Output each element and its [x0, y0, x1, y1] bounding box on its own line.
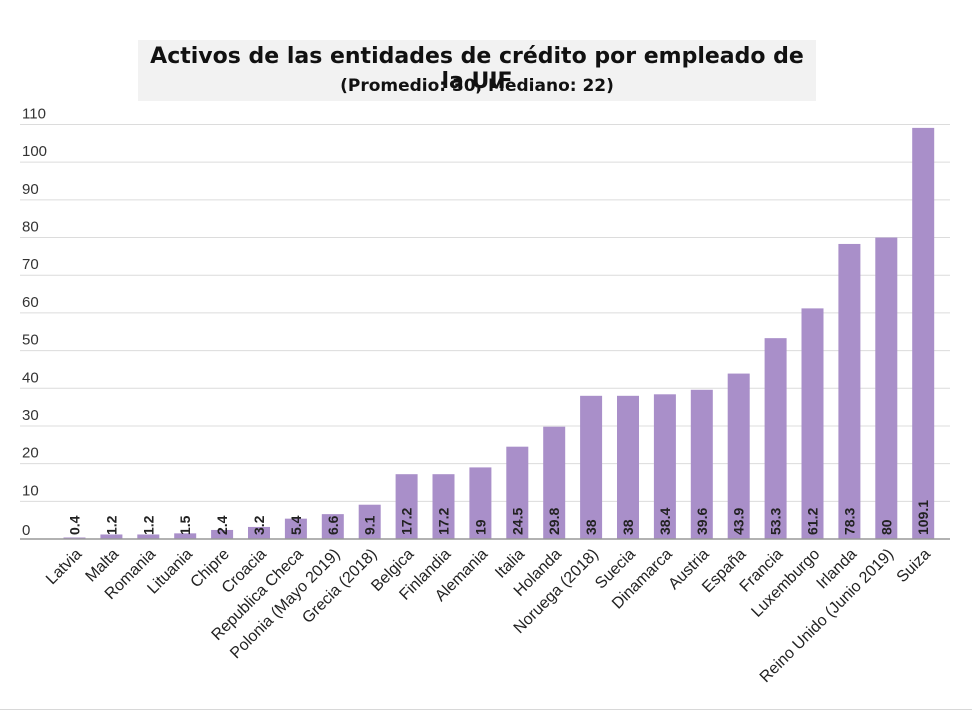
bar: [211, 529, 234, 539]
bars: [63, 127, 935, 540]
value-label: 2.4: [214, 515, 230, 535]
bar: [63, 537, 86, 539]
value-labels: 0.4 1.2 1.2 1.5 2.4 3.2 5.4 6.6 9.1 17.2 17.2 19 24.…: [67, 500, 932, 535]
y-tick-label: 60: [22, 294, 39, 311]
bar: [801, 308, 824, 539]
bottom-rule: [0, 709, 972, 710]
value-label: 43.9: [731, 508, 747, 535]
bar: [617, 395, 639, 539]
bar: [395, 474, 418, 539]
bar: [653, 394, 676, 539]
value-label: 1.2: [140, 515, 156, 535]
bar: [543, 426, 566, 539]
value-label: 78.3: [841, 508, 857, 535]
bar: [506, 446, 529, 539]
y-tick-label: 70: [22, 256, 39, 273]
y-axis-ticks: 0 10 20 30 40 50 60 70 80 90 100 110: [22, 106, 47, 540]
bar: [174, 533, 197, 539]
value-label: 19: [472, 519, 488, 535]
x-axis-labels: LatviaMaltaRomaniaLituaniaChipreCroaciaR…: [43, 546, 934, 686]
value-label: 24.5: [509, 508, 525, 535]
y-tick-label: 80: [22, 219, 39, 236]
bar: [838, 243, 861, 540]
y-tick-label: 100: [22, 143, 47, 160]
y-tick-label: 40: [22, 369, 39, 386]
bar: [690, 389, 713, 539]
y-tick-label: 0: [22, 522, 30, 539]
x-tick-label: Latvia: [43, 546, 85, 588]
bar: [321, 514, 344, 539]
value-label: 53.3: [768, 508, 784, 535]
value-label: 109.1: [915, 500, 931, 535]
chart-subtitle: (Promedio: 30, Mediano: 22): [340, 76, 614, 96]
bar: [469, 467, 492, 539]
value-label: 0.4: [67, 515, 83, 535]
value-label: 1.2: [103, 515, 119, 535]
bar: [727, 373, 750, 539]
value-label: 38: [620, 519, 636, 535]
y-tick-label: 110: [22, 106, 46, 123]
bar: [912, 127, 935, 540]
value-label: 17.2: [399, 508, 415, 535]
bar: [764, 338, 787, 539]
chart-title: Activos de las entidades de crédito por …: [150, 44, 804, 94]
y-tick-label: 10: [22, 482, 39, 499]
bar: [284, 518, 307, 539]
x-tick-label: Suiza: [894, 546, 934, 586]
value-label: 9.1: [362, 515, 378, 535]
bar: [580, 395, 603, 539]
bar: [137, 534, 160, 539]
value-label: 17.2: [436, 508, 452, 535]
value-label: 5.4: [288, 515, 304, 535]
y-tick-label: 30: [22, 407, 39, 424]
value-label: 1.5: [177, 515, 193, 535]
bar: [432, 474, 455, 539]
value-label: 29.8: [546, 508, 562, 535]
value-label: 3.2: [251, 515, 267, 535]
value-label: 61.2: [805, 508, 821, 535]
bar: [875, 237, 898, 539]
value-label: 38.4: [657, 508, 673, 535]
bar: [248, 526, 270, 539]
value-label: 80: [878, 519, 894, 535]
value-label: 39.6: [694, 508, 710, 535]
value-label: 6.6: [325, 515, 341, 535]
bar: [358, 504, 381, 539]
y-tick-label: 50: [22, 332, 39, 349]
y-tick-label: 20: [22, 445, 39, 462]
bar: [100, 534, 123, 539]
y-tick-label: 90: [22, 181, 39, 198]
value-label: 38: [583, 519, 599, 535]
chart-title-box: Activos de las entidades de crédito por …: [138, 40, 816, 101]
